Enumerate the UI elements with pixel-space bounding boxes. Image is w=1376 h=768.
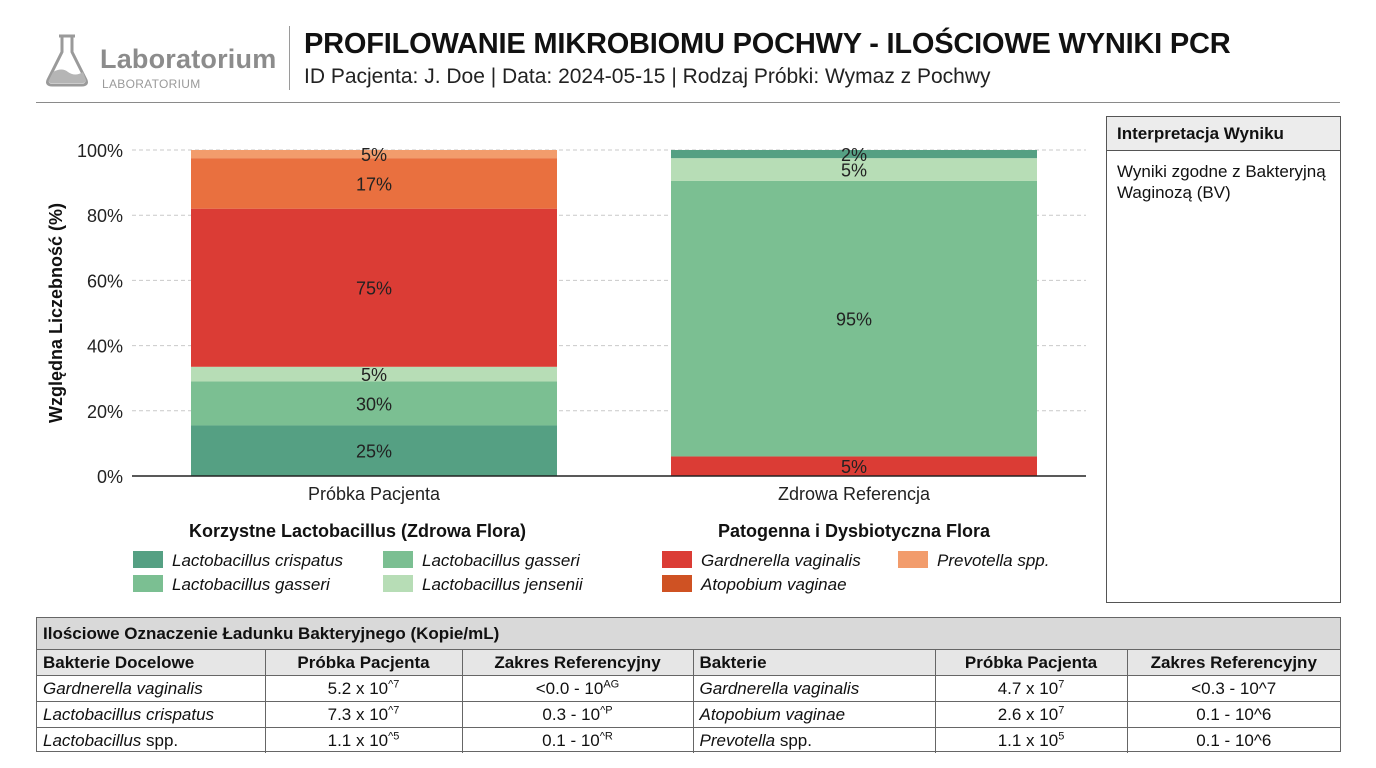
legend-item: Lactobacillus gasseri	[383, 551, 580, 571]
column-header: Zakres Referencyjny	[1126, 650, 1340, 676]
bar-segment	[671, 180, 1037, 457]
lab-name: Laboratorium	[100, 44, 277, 74]
y-tick-label: 60%	[87, 271, 123, 291]
column-header: Zakres Referencyjny	[461, 650, 694, 676]
segment-label: 75%	[356, 279, 392, 299]
segment-label: 17%	[356, 174, 392, 194]
report-header: Laboratorium LABORATORIUM PROFILOWANIE M…	[36, 22, 1340, 103]
legend-label: Lactobacillus crispatus	[172, 551, 344, 570]
column-header: Bakterie	[692, 650, 936, 676]
table-cell: <0.3 - 10^7	[1126, 675, 1340, 702]
segment-label: 2%	[841, 145, 867, 165]
legend-item: Lactobacillus crispatus	[133, 551, 343, 571]
report-title: PROFILOWANIE MIKROBIOMU POCHWY - ILOŚCIO…	[304, 28, 1231, 60]
segment-label: 5%	[841, 161, 867, 181]
bar-segment	[191, 158, 557, 209]
table-cell: 0.3 - 10^P	[461, 701, 694, 728]
lab-subtitle: LABORATORIUM	[102, 77, 201, 91]
y-axis-title: Względna Liczebność (%)	[46, 203, 66, 423]
interpretation-title: Interpretacja Wyniku	[1107, 117, 1340, 151]
segment-label: 5%	[361, 145, 387, 165]
legend-swatch	[898, 551, 928, 569]
legend-item: Gardnerella vaginalis	[662, 551, 861, 571]
segment-label: 25%	[356, 442, 392, 462]
legend-item: Lactobacillus gasseri	[133, 575, 330, 595]
bar-stack	[191, 150, 557, 476]
bar-segment	[671, 150, 1037, 159]
header-divider	[289, 26, 290, 90]
segment-label: 5%	[841, 457, 867, 477]
legend-swatch	[383, 551, 413, 569]
table-cell: 5.2 x 10^7	[264, 675, 463, 702]
legend-swatch	[133, 575, 163, 593]
table-cell: Lactobacillus crispatus	[37, 701, 266, 728]
legend-swatch	[383, 575, 413, 593]
table-cell: Gardnerella vaginalis	[692, 675, 936, 702]
bacterial-load-table: Bakterie Docelowe Próbka Pacjenta Zakres R…	[37, 650, 1340, 753]
table-cell: <0.0 - 10AG	[461, 675, 694, 702]
x-category-label: Próbka Pacjenta	[308, 484, 441, 504]
interpretation-text: Wyniki zgodne z Bakteryjną Waginozą (BV)	[1117, 162, 1326, 202]
segment-label: 95%	[836, 310, 872, 330]
legend-label: Gardnerella vaginalis	[701, 551, 861, 570]
interpretation-panel: Interpretacja Wyniku Wyniki zgodne z Bak…	[1106, 116, 1341, 603]
bar-segment	[671, 158, 1037, 181]
bar-segment	[191, 208, 557, 367]
table-row: Lactobacillus spp. 1.1 x 10^5 0.1 - 10^R Pr…	[37, 727, 1340, 753]
segment-label: 5%	[361, 365, 387, 385]
bar-segment	[191, 150, 557, 159]
legend-group-title: Korzystne Lactobacillus (Zdrowa Flora)	[189, 521, 527, 541]
column-header: Próbka Pacjenta	[264, 650, 463, 676]
report-meta: ID Pacjenta: J. Doe | Data: 2024-05-15 |…	[304, 65, 991, 88]
table-cell: Gardnerella vaginalis	[37, 675, 266, 702]
legend-label: Lactobacillus gasseri	[422, 551, 580, 570]
legend-item: Atopobium vaginae	[662, 575, 847, 595]
table-row: Lactobacillus crispatus 7.3 x 10^7 0.3 - 1…	[37, 701, 1340, 728]
legend-label: Lactobacillus jensenii	[422, 575, 583, 594]
bar-segment	[191, 425, 557, 476]
table-cell: 4.7 x 107	[934, 675, 1128, 702]
y-tick-label: 20%	[87, 402, 123, 422]
legend-item: Lactobacillus jensenii	[383, 575, 583, 595]
table-cell: 0.1 - 10^6	[1126, 701, 1340, 728]
y-tick-label: 80%	[87, 206, 123, 226]
column-header: Próbka Pacjenta	[934, 650, 1128, 676]
legend-swatch	[133, 551, 163, 569]
legend-label: Prevotella spp.	[937, 551, 1050, 570]
table-cell: 7.3 x 10^7	[264, 701, 463, 728]
table-cell: 0.1 - 10^R	[461, 727, 694, 753]
lab-logo: Laboratorium LABORATORIUM	[42, 32, 282, 91]
table-cell: Prevotella spp.	[692, 727, 936, 753]
y-tick-label: 40%	[87, 337, 123, 357]
bar-segment	[191, 366, 557, 382]
legend-label: Lactobacillus gasseri	[172, 575, 330, 594]
segment-label: 30%	[356, 394, 392, 414]
table-cell: 2.6 x 107	[934, 701, 1128, 728]
table-cell: 0.1 - 10^6	[1126, 727, 1340, 753]
table-cell: 1.1 x 10^5	[264, 727, 463, 753]
x-category-label: Zdrowa Referencja	[778, 484, 931, 504]
stacked-bar-chart: 0% 20% 40% 60% 80% 100% 25% 30% 5% 75% 17% 5% Próbka…	[46, 141, 1086, 504]
legend-swatch	[662, 551, 692, 569]
table-cell: 1.1 x 105	[934, 727, 1128, 753]
y-tick-label: 0%	[97, 467, 123, 487]
flask-icon	[46, 34, 88, 87]
column-header: Bakterie Docelowe	[37, 650, 266, 676]
bar-segment	[671, 456, 1037, 476]
table-cell: Atopobium vaginae	[692, 701, 936, 728]
legend-item: Prevotella spp.	[898, 551, 1049, 571]
legend-label: Atopobium vaginae	[701, 575, 847, 594]
bar-segment	[191, 381, 557, 426]
table-title: Ilościowe Oznaczenie Ładunku Bakteryjneg…	[37, 618, 1340, 650]
legend-group-title: Patogenna i Dysbiotyczna Flora	[718, 521, 991, 541]
y-tick-label: 100%	[77, 141, 123, 161]
legend-swatch	[662, 575, 692, 593]
table-cell: Lactobacillus spp.	[37, 727, 266, 753]
table-row: Gardnerella vaginalis 5.2 x 10^7 <0.0 - 10…	[37, 675, 1340, 702]
bar-stack	[671, 150, 1037, 476]
bacterial-load-table-panel: Ilościowe Oznaczenie Ładunku Bakteryjneg…	[36, 617, 1341, 753]
